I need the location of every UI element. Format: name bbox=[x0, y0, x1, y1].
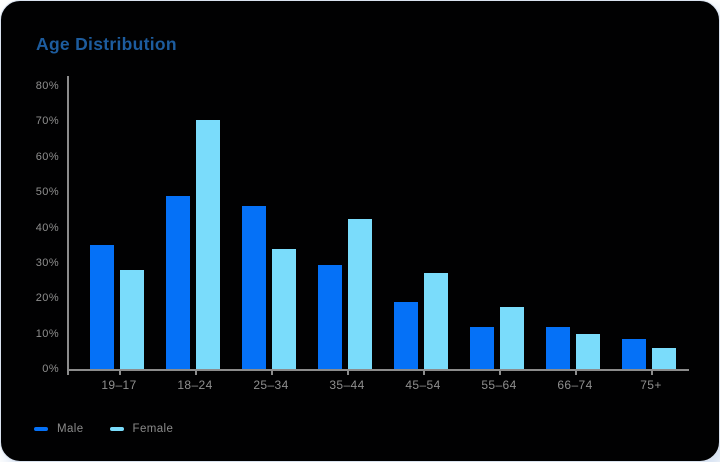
bar-female bbox=[272, 248, 296, 369]
bar-female bbox=[652, 347, 676, 369]
bar-female bbox=[500, 307, 524, 369]
x-axis-tick bbox=[347, 369, 349, 375]
x-axis-tick bbox=[271, 369, 273, 375]
x-axis-tick bbox=[651, 369, 653, 375]
x-axis-label: 18–24 bbox=[177, 378, 213, 392]
legend-label: Female bbox=[132, 423, 174, 435]
y-axis-label: 80% bbox=[35, 80, 59, 92]
y-axis-label: 70% bbox=[35, 115, 59, 128]
x-axis-tick bbox=[195, 369, 197, 375]
y-axis-label: 50% bbox=[35, 186, 59, 199]
x-axis-label: 55–64 bbox=[481, 378, 517, 392]
x-axis-label: 35–44 bbox=[329, 378, 365, 392]
bar-female bbox=[576, 333, 600, 369]
x-axis-tick bbox=[423, 369, 425, 375]
chart-legend: Male Female bbox=[34, 421, 173, 437]
x-axis-label: 45–54 bbox=[405, 378, 441, 392]
bar-male bbox=[166, 195, 190, 369]
bar-male bbox=[622, 338, 646, 369]
x-axis-line bbox=[67, 369, 689, 371]
x-axis-label: 66–74 bbox=[557, 378, 593, 392]
male-series-marker-icon bbox=[34, 427, 48, 431]
y-axis-line bbox=[67, 76, 69, 375]
bar-male bbox=[90, 245, 114, 369]
legend-item-male[interactable]: Male bbox=[34, 423, 84, 435]
y-axis-label: 60% bbox=[35, 150, 59, 163]
bar-female bbox=[196, 119, 220, 369]
legend-item-female[interactable]: Female bbox=[109, 423, 174, 435]
chart-title: Age Distribution bbox=[36, 34, 177, 54]
y-axis-label: 30% bbox=[35, 256, 59, 269]
y-axis-label: 10% bbox=[35, 327, 59, 340]
bar-male bbox=[546, 326, 570, 369]
bar-female bbox=[120, 269, 144, 369]
y-axis-label: 0% bbox=[42, 363, 59, 375]
y-axis-label: 40% bbox=[35, 221, 59, 234]
bar-male bbox=[470, 326, 494, 369]
y-axis-label: 20% bbox=[35, 292, 59, 305]
bar-male bbox=[318, 264, 342, 369]
x-axis-tick bbox=[575, 369, 577, 375]
legend-label: Male bbox=[57, 423, 84, 435]
x-axis-label: 19–17 bbox=[101, 378, 137, 392]
bar-male bbox=[394, 301, 418, 369]
x-axis-label: 25–34 bbox=[253, 378, 289, 392]
bar-male bbox=[242, 206, 266, 369]
x-axis-label: 75+ bbox=[640, 378, 662, 392]
bar-female bbox=[348, 218, 372, 369]
female-series-marker-icon bbox=[109, 427, 124, 431]
x-axis-tick bbox=[499, 369, 501, 375]
x-axis-tick bbox=[119, 369, 121, 375]
bar-female bbox=[424, 273, 448, 369]
